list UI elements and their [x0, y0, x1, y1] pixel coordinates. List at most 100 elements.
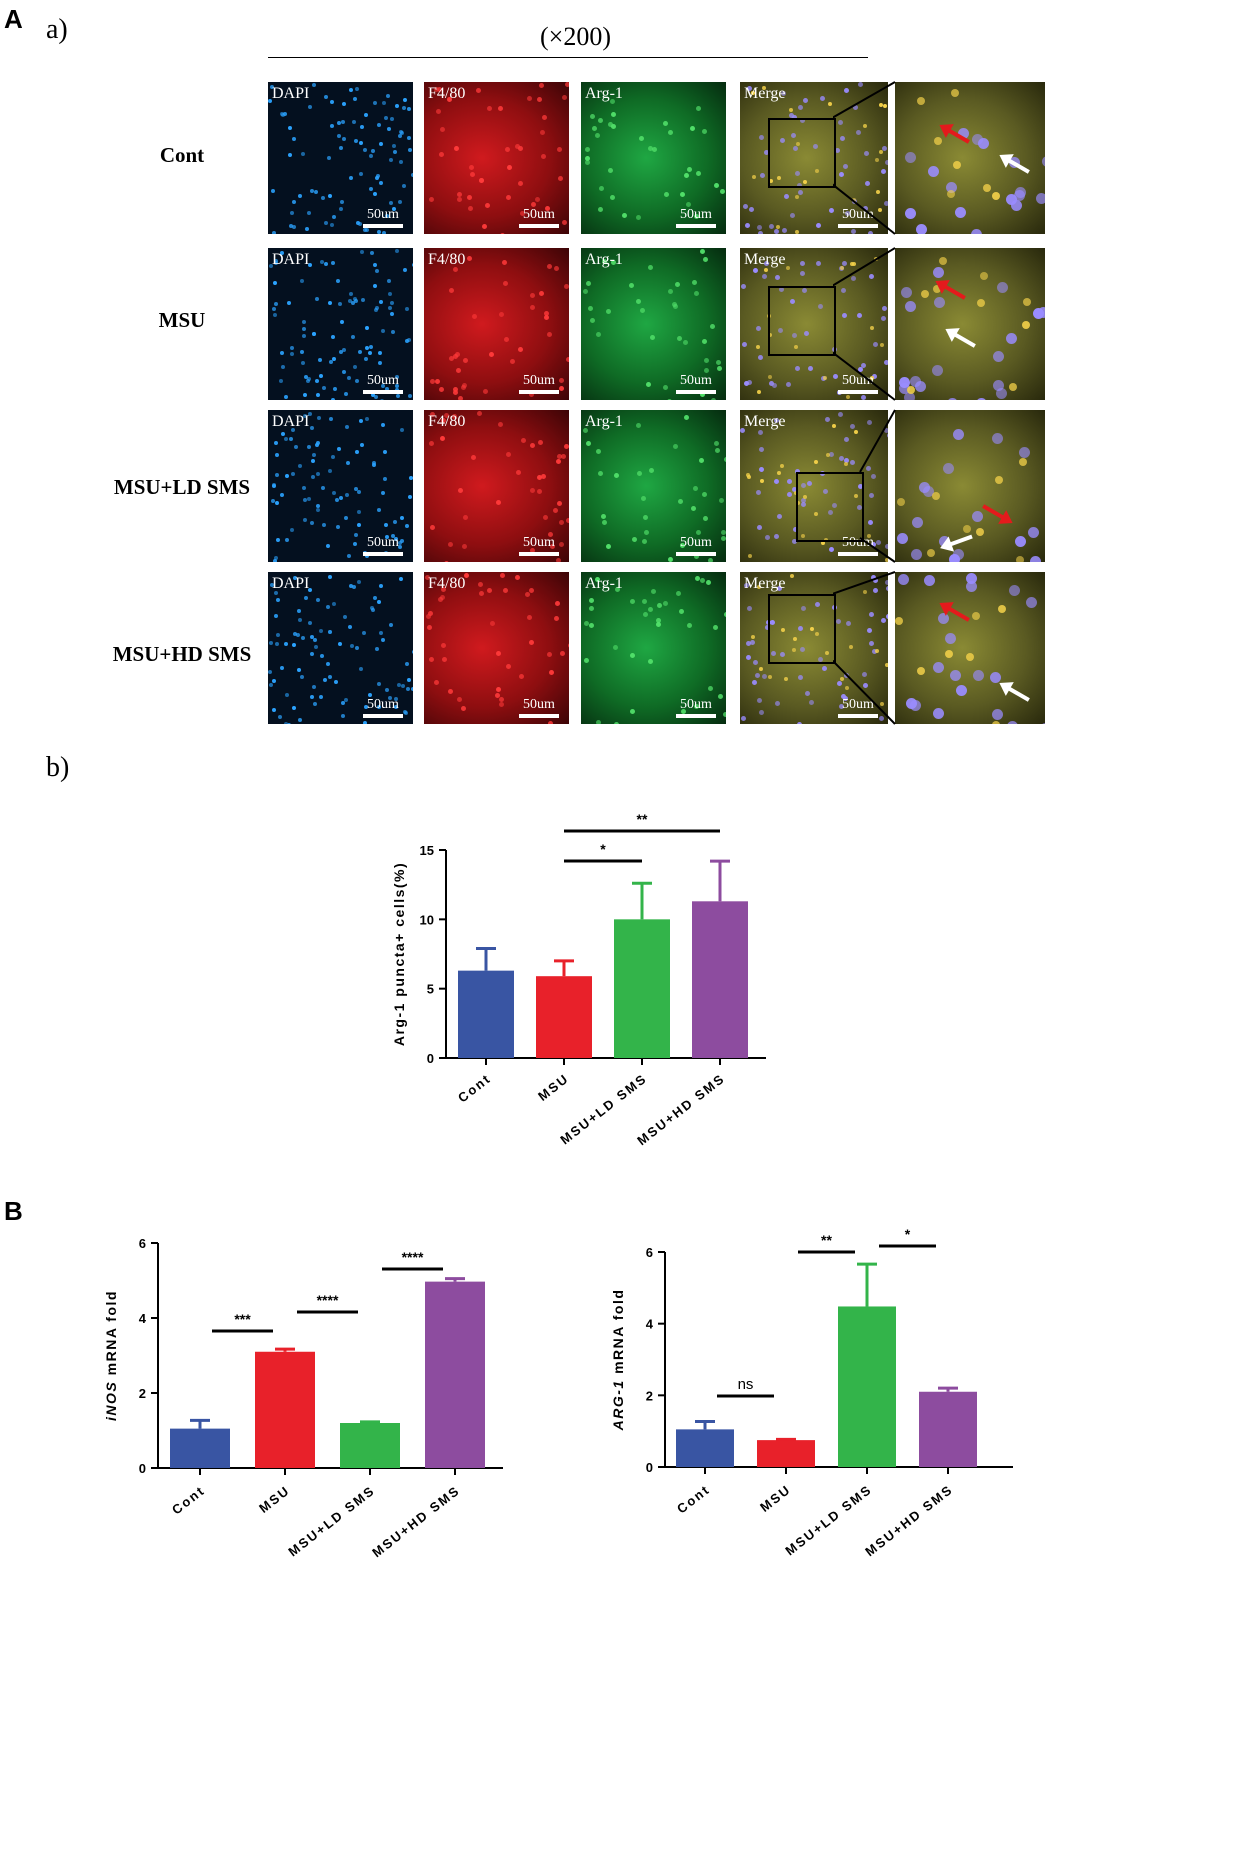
channel-label: Arg-1 [585, 413, 623, 430]
bar [757, 1440, 815, 1467]
scale-bar: 50um [519, 207, 559, 228]
scale-bar: 50um [519, 535, 559, 556]
y-axis-label: Arg-1 puncta+ cells(%) [391, 862, 407, 1046]
x-tick-label: MSU+HD SMS [369, 1483, 463, 1561]
scale-bar-line [676, 390, 716, 394]
micrograph-dapi-tile: DAPI 50um [268, 248, 413, 400]
micrograph-merge-tile: Merge 50um [740, 410, 888, 562]
y-tick-label: 0 [646, 1460, 653, 1475]
scale-bar-line [838, 714, 878, 718]
channel-label: Merge [744, 575, 786, 592]
channel-label: Merge [744, 85, 786, 102]
x-tick-label: MSU+HD SMS [862, 1482, 956, 1560]
x-tick-label: Cont [455, 1071, 494, 1106]
scale-bar-line [676, 552, 716, 556]
row-label: MSU [158, 308, 206, 332]
scale-bar: 50um [838, 535, 878, 556]
micrograph-arg1-tile: Arg-1 50um [581, 82, 726, 234]
significance-label: **** [402, 1249, 424, 1265]
bar [536, 976, 592, 1058]
micrograph-f480-tile: F4/80 50um [424, 572, 569, 724]
scale-bar-label: 50um [367, 373, 399, 388]
subpanel-b-label: b) [46, 752, 70, 783]
channel-label: Arg-1 [585, 85, 623, 102]
zoom-region-box [796, 472, 864, 542]
micrograph-f480-tile: F4/80 50um [424, 410, 569, 562]
channel-label: DAPI [272, 575, 310, 592]
scale-bar-line [838, 390, 878, 394]
scale-bar: 50um [363, 373, 403, 394]
scale-bar-line [519, 390, 559, 394]
scale-bar-line [838, 224, 878, 228]
scale-bar: 50um [676, 535, 716, 556]
scale-bar: 50um [363, 207, 403, 228]
zoom-region-box [768, 118, 836, 188]
white-arrow-icon [940, 534, 973, 552]
micrograph-dapi-tile: DAPI 50um [268, 572, 413, 724]
micrograph-arg1-tile: Arg-1 50um [581, 410, 726, 562]
channel-label: Arg-1 [585, 251, 623, 268]
y-tick-label: 6 [646, 1245, 653, 1260]
zoom-region-box [768, 286, 836, 356]
micrograph-f480-tile: F4/80 50um [424, 248, 569, 400]
scale-bar: 50um [676, 697, 716, 718]
scale-bar-line [363, 552, 403, 556]
zoomed-merge-tile [895, 410, 1045, 562]
scale-bar-label: 50um [523, 535, 555, 550]
scale-bar-label: 50um [367, 697, 399, 712]
significance-label: **** [317, 1292, 339, 1308]
bar [838, 1306, 896, 1467]
scale-bar: 50um [519, 697, 559, 718]
scale-bar-line [363, 224, 403, 228]
bar [614, 919, 670, 1058]
red-arrow-icon [982, 504, 1013, 524]
scale-bar-label: 50um [680, 207, 712, 222]
red-arrow-icon [935, 280, 966, 300]
magnification-label: (×200) [540, 22, 611, 51]
scale-bar-label: 50um [523, 207, 555, 222]
y-tick-label: 0 [427, 1051, 434, 1066]
scale-bar-label: 50um [842, 697, 874, 712]
channel-label: DAPI [272, 413, 310, 430]
scale-bar: 50um [363, 697, 403, 718]
scale-bar-label: 50um [680, 373, 712, 388]
scale-bar-label: 50um [367, 207, 399, 222]
row-label: MSU+HD SMS [112, 642, 252, 666]
scale-bar-label: 50um [680, 535, 712, 550]
significance-label: * [600, 841, 606, 857]
scale-bar-line [363, 714, 403, 718]
bar [425, 1281, 485, 1468]
channel-label: DAPI [272, 85, 310, 102]
channel-label: F4/80 [428, 251, 466, 268]
scale-bar-label: 50um [367, 535, 399, 550]
scale-bar-line [519, 224, 559, 228]
zoomed-merge-tile [895, 248, 1045, 400]
micrograph-merge-tile: Merge 50um [740, 248, 888, 400]
y-tick-label: 4 [139, 1311, 147, 1326]
y-tick-label: 2 [646, 1388, 653, 1403]
magnification-rule [268, 57, 868, 58]
scale-bar-label: 50um [680, 697, 712, 712]
scale-bar-line [519, 714, 559, 718]
scale-bar-label: 50um [842, 535, 874, 550]
x-tick-label: MSU+LD SMS [782, 1482, 874, 1559]
white-arrow-icon [999, 682, 1030, 702]
row-label: Cont [159, 143, 205, 167]
panel-b-letter: B [4, 1196, 23, 1226]
x-tick-label: MSU [256, 1483, 293, 1516]
scale-bar-line [676, 224, 716, 228]
bar [170, 1428, 230, 1468]
white-arrow-icon [999, 154, 1030, 174]
channel-label: Arg-1 [585, 575, 623, 592]
channel-label: F4/80 [428, 413, 466, 430]
significance-label: ns [738, 1376, 754, 1393]
x-tick-label: MSU+LD SMS [285, 1483, 377, 1560]
zoom-connector-lines [833, 571, 896, 725]
y-tick-label: 6 [139, 1236, 146, 1251]
bar [676, 1429, 734, 1467]
channel-label: Merge [744, 413, 786, 430]
bar [255, 1351, 315, 1468]
channel-label: F4/80 [428, 85, 466, 102]
